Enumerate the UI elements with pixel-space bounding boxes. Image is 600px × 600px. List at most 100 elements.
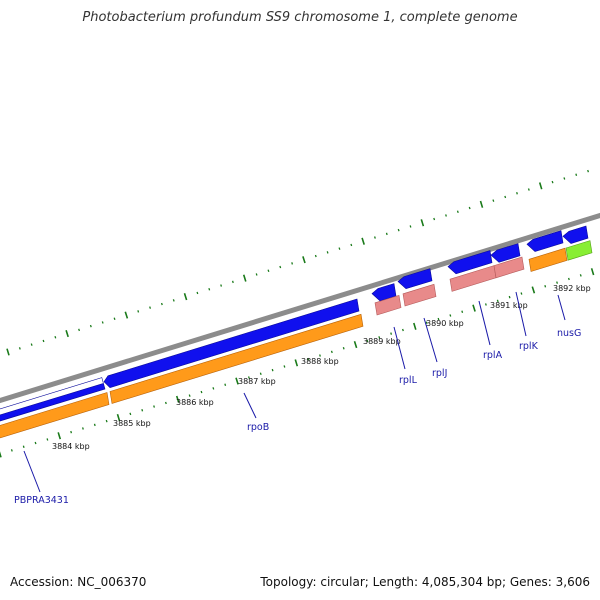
outer-minor-tick bbox=[433, 217, 436, 221]
gene-bar-nusg[interactable] bbox=[528, 247, 568, 272]
gene-label-rplj[interactable]: rplJ bbox=[432, 368, 447, 379]
inner-minor-tick bbox=[342, 347, 345, 350]
inner-major-tick bbox=[294, 359, 299, 367]
gene-arrow-rpla[interactable] bbox=[447, 250, 493, 275]
inner-major-tick bbox=[0, 451, 2, 458]
inner-minor-tick bbox=[544, 285, 547, 288]
outer-minor-tick bbox=[160, 302, 163, 306]
gene-feature-track bbox=[0, 240, 593, 440]
outer-minor-tick bbox=[149, 306, 152, 309]
inner-major-tick bbox=[116, 413, 121, 422]
outer-minor-tick bbox=[113, 317, 116, 321]
inner-minor-tick bbox=[34, 441, 37, 445]
inner-minor-tick bbox=[10, 449, 13, 452]
inner-major-tick bbox=[531, 286, 536, 294]
inner-major-tick bbox=[590, 268, 595, 276]
gene-label-pbpra3431[interactable]: PBPRA3431 bbox=[14, 495, 69, 506]
inner-minor-tick bbox=[153, 405, 156, 408]
inner-major-tick bbox=[472, 304, 476, 312]
outer-minor-tick bbox=[445, 214, 447, 217]
inner-major-tick bbox=[175, 395, 180, 403]
outer-major-tick bbox=[479, 200, 484, 208]
inner-minor-tick bbox=[319, 354, 321, 357]
outer-minor-tick bbox=[350, 243, 353, 247]
outer-minor-tick bbox=[468, 206, 471, 210]
gene-bar-pbpra3431[interactable] bbox=[0, 392, 110, 440]
inner-minor-tick bbox=[141, 409, 144, 412]
rna-bar-rplk[interactable] bbox=[493, 256, 525, 279]
outer-tick-ring bbox=[6, 169, 590, 356]
inner-minor-tick bbox=[330, 350, 333, 354]
inner-minor-tick bbox=[425, 321, 428, 325]
outer-minor-tick bbox=[516, 192, 518, 195]
gene-label-rpll[interactable]: rplL bbox=[399, 375, 418, 386]
outer-minor-tick bbox=[373, 236, 376, 239]
gene-label-nusg[interactable]: nusG bbox=[557, 328, 581, 339]
outer-major-tick bbox=[302, 256, 306, 264]
outer-minor-tick bbox=[385, 232, 388, 236]
kbp-label-3887: 3887 kbp bbox=[238, 377, 276, 386]
outer-minor-tick bbox=[551, 180, 554, 184]
inner-minor-tick bbox=[366, 339, 369, 343]
outer-minor-tick bbox=[89, 324, 92, 328]
gene-arrow-rpll[interactable] bbox=[371, 283, 397, 302]
outer-minor-tick bbox=[492, 199, 495, 202]
inner-minor-tick bbox=[70, 430, 73, 434]
gene-arrow-rplk[interactable] bbox=[490, 243, 521, 263]
leader-rpob bbox=[243, 392, 257, 419]
rna-bar-rplj[interactable] bbox=[402, 283, 437, 307]
inner-minor-tick bbox=[484, 303, 487, 306]
gene-label-rpob[interactable]: rpoB bbox=[247, 422, 269, 433]
inner-minor-tick bbox=[401, 328, 404, 332]
outer-major-tick bbox=[6, 348, 10, 356]
rna-bar-rpll[interactable] bbox=[374, 295, 402, 316]
outer-minor-tick bbox=[279, 265, 282, 269]
outer-major-tick bbox=[124, 311, 129, 319]
inner-minor-tick bbox=[164, 401, 167, 405]
inner-major-tick bbox=[235, 377, 239, 385]
inner-minor-tick bbox=[567, 277, 570, 281]
gene-arrow-nusg[interactable] bbox=[526, 230, 564, 252]
leader-rpll bbox=[393, 326, 406, 370]
inner-minor-tick bbox=[449, 314, 452, 317]
inner-minor-tick bbox=[508, 295, 511, 299]
kbp-label-3884: 3884 kbp bbox=[52, 442, 90, 451]
gene-arrow-secE[interactable] bbox=[562, 225, 589, 244]
outer-minor-tick bbox=[18, 347, 21, 350]
inner-minor-tick bbox=[378, 336, 381, 339]
inner-minor-tick bbox=[46, 438, 49, 441]
forward-cds-track bbox=[0, 225, 589, 423]
gene-label-rplk[interactable]: rplK bbox=[519, 341, 539, 352]
gene-arrow-rpob[interactable] bbox=[103, 298, 360, 388]
outer-minor-tick bbox=[456, 210, 459, 214]
kbp-label-3886: 3886 kbp bbox=[176, 398, 214, 407]
inner-minor-tick bbox=[283, 365, 286, 368]
outer-minor-tick bbox=[208, 287, 211, 291]
genome-summary-text: Topology: circular; Length: 4,085,304 bp… bbox=[260, 575, 590, 589]
gene-bar-secE[interactable] bbox=[565, 240, 593, 261]
inner-tick-ring bbox=[0, 268, 595, 458]
gene-arrow-rplj[interactable] bbox=[397, 268, 433, 290]
outer-minor-tick bbox=[42, 339, 45, 343]
kbp-scale-labels: 3884 kbp 3885 kbp 3886 kbp 3887 kbp 3888… bbox=[52, 284, 591, 451]
kbp-label-3889: 3889 kbp bbox=[363, 337, 401, 346]
gene-bar-rpob[interactable] bbox=[109, 313, 364, 404]
outer-minor-tick bbox=[563, 177, 566, 180]
outer-minor-tick bbox=[172, 299, 175, 302]
inner-minor-tick bbox=[496, 299, 499, 303]
outer-major-tick bbox=[65, 329, 69, 338]
outer-minor-tick bbox=[137, 310, 140, 313]
gene-label-rpla[interactable]: rplA bbox=[483, 350, 503, 361]
map-title: Photobacterium profundum SS9 chromosome … bbox=[82, 10, 518, 25]
outer-minor-tick bbox=[409, 225, 412, 228]
inner-minor-tick bbox=[81, 427, 84, 430]
inner-minor-tick bbox=[437, 317, 440, 321]
gene-arrow-pbpra3431[interactable] bbox=[0, 377, 106, 423]
leader-rpla bbox=[478, 300, 491, 346]
kbp-label-3890: 3890 kbp bbox=[426, 319, 464, 328]
leader-pbpra3431 bbox=[23, 450, 41, 493]
gene-labels: PBPRA3431 rpoB rplL rplJ rplA rplK nusG bbox=[14, 328, 581, 506]
leader-nusg bbox=[557, 294, 566, 321]
inner-minor-tick bbox=[461, 310, 464, 313]
outer-minor-tick bbox=[587, 169, 590, 173]
